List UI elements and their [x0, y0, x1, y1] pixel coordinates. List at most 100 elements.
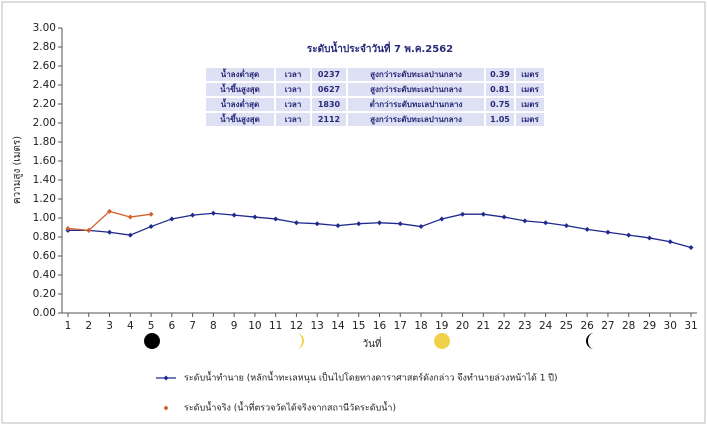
- point: [377, 220, 382, 226]
- point: [397, 221, 403, 227]
- y-axis-label: ความสูง (เมตร): [12, 136, 23, 204]
- x-tick-label: 6: [168, 320, 175, 332]
- point: [252, 214, 258, 220]
- x-tick-label: 28: [622, 320, 635, 332]
- table-text: เวลา: [285, 115, 302, 124]
- y-tick-label: 1.60: [33, 155, 56, 167]
- point: [210, 210, 216, 216]
- y-tick-label: 2.00: [33, 117, 56, 129]
- point: [418, 224, 424, 230]
- point: [314, 221, 320, 227]
- table-text: เมตร: [521, 70, 539, 79]
- x-tick-label: 14: [331, 320, 345, 332]
- point: [626, 232, 632, 238]
- table-text: 0.39: [490, 70, 510, 79]
- y-tick-label: 2.80: [33, 41, 56, 53]
- table-text: 2112: [318, 115, 340, 124]
- table-text: 1.05: [490, 115, 510, 124]
- x-tick-label: 30: [664, 320, 677, 332]
- table-text: 0.81: [490, 85, 510, 94]
- point: [605, 229, 611, 235]
- x-tick-label: 5: [148, 320, 155, 332]
- table-text: น้ำขึ้นสูงสุด: [220, 113, 260, 125]
- point: [667, 239, 673, 245]
- x-tick-label: 18: [414, 320, 427, 332]
- new-moon-icon: [144, 333, 160, 349]
- point: [127, 232, 133, 238]
- point: [148, 211, 154, 217]
- table-text: เมตร: [521, 100, 539, 109]
- x-tick-label: 11: [269, 320, 282, 332]
- point: [335, 223, 341, 229]
- x-tick-label: 27: [601, 320, 614, 332]
- table-text: สูงกว่าระดับทะเลปานกลาง: [370, 85, 462, 95]
- x-tick-label: 8: [210, 320, 217, 332]
- point: [169, 216, 175, 222]
- table-text: 0237: [318, 70, 340, 79]
- y-tick-label: 0.40: [33, 269, 56, 281]
- point: [356, 221, 362, 227]
- table-text: ต่ำกว่าระดับทะเลปานกลาง: [370, 98, 463, 109]
- y-tick-label: 0.80: [33, 231, 56, 243]
- legend-marker: [163, 375, 169, 381]
- x-tick-label: 29: [643, 320, 656, 332]
- point: [439, 216, 445, 222]
- x-tick-label: 19: [435, 320, 448, 332]
- point: [231, 212, 237, 218]
- table-text: 0.75: [490, 100, 510, 109]
- x-tick-label: 7: [189, 320, 196, 332]
- y-tick-label: 0.00: [33, 307, 56, 319]
- x-tick-label: 16: [373, 320, 387, 332]
- x-tick-label: 22: [497, 320, 510, 332]
- point: [107, 229, 113, 235]
- table-text: สูงกว่าระดับทะเลปานกลาง: [370, 70, 462, 80]
- table-text: 0627: [318, 85, 340, 94]
- table-text: น้ำลงต่ำสุด: [221, 98, 260, 110]
- point: [65, 225, 71, 231]
- table-text: เวลา: [285, 70, 302, 79]
- y-tick-label: 3.00: [33, 22, 56, 34]
- y-tick-label: 1.40: [33, 174, 56, 186]
- table-text: เวลา: [285, 100, 302, 109]
- legend-label: ระดับน้ำทำนาย (หลักน้ำทะเลหนุน เป็นไปโดย…: [184, 371, 558, 384]
- y-tick-label: 1.80: [33, 136, 56, 148]
- point: [501, 214, 507, 220]
- x-axis-label: วันที่: [362, 336, 381, 350]
- point: [148, 224, 154, 230]
- point: [273, 216, 279, 222]
- x-tick-label: 20: [456, 320, 469, 332]
- x-tick-label: 2: [85, 320, 92, 332]
- y-tick-label: 0.20: [33, 288, 56, 300]
- x-tick-label: 15: [352, 320, 365, 332]
- point: [563, 223, 569, 229]
- table-text: เวลา: [285, 85, 302, 94]
- legend-label: ระดับน้ำจริง (น้ำที่ตรวจวัดได้จริงจากสถา…: [184, 401, 396, 414]
- y-tick-label: 2.40: [33, 79, 56, 91]
- point: [584, 226, 590, 232]
- y-tick-label: 1.20: [33, 193, 56, 205]
- y-tick-label: 2.20: [33, 98, 56, 110]
- point: [293, 220, 299, 226]
- point: [190, 212, 196, 218]
- chart-title: ระดับน้ำประจำวันที่ 7 พ.ค.2562: [307, 41, 453, 55]
- point: [86, 227, 92, 233]
- x-tick-label: 1: [65, 320, 72, 332]
- y-tick-label: 0.60: [33, 250, 56, 262]
- table-text: 1830: [318, 100, 341, 109]
- point: [688, 244, 694, 250]
- point: [646, 235, 652, 241]
- x-tick-label: 12: [290, 320, 303, 332]
- x-tick-label: 24: [539, 320, 553, 332]
- table-text: น้ำขึ้นสูงสุด: [220, 83, 260, 95]
- point: [522, 218, 528, 224]
- y-tick-label: 2.60: [33, 60, 56, 72]
- table-cell: [514, 111, 546, 128]
- last-quarter-icon: [586, 333, 594, 349]
- x-tick-label: 9: [231, 320, 238, 332]
- point: [480, 211, 486, 217]
- x-tick-label: 26: [580, 320, 594, 332]
- x-tick-label: 17: [394, 320, 407, 332]
- x-tick-label: 3: [106, 320, 113, 332]
